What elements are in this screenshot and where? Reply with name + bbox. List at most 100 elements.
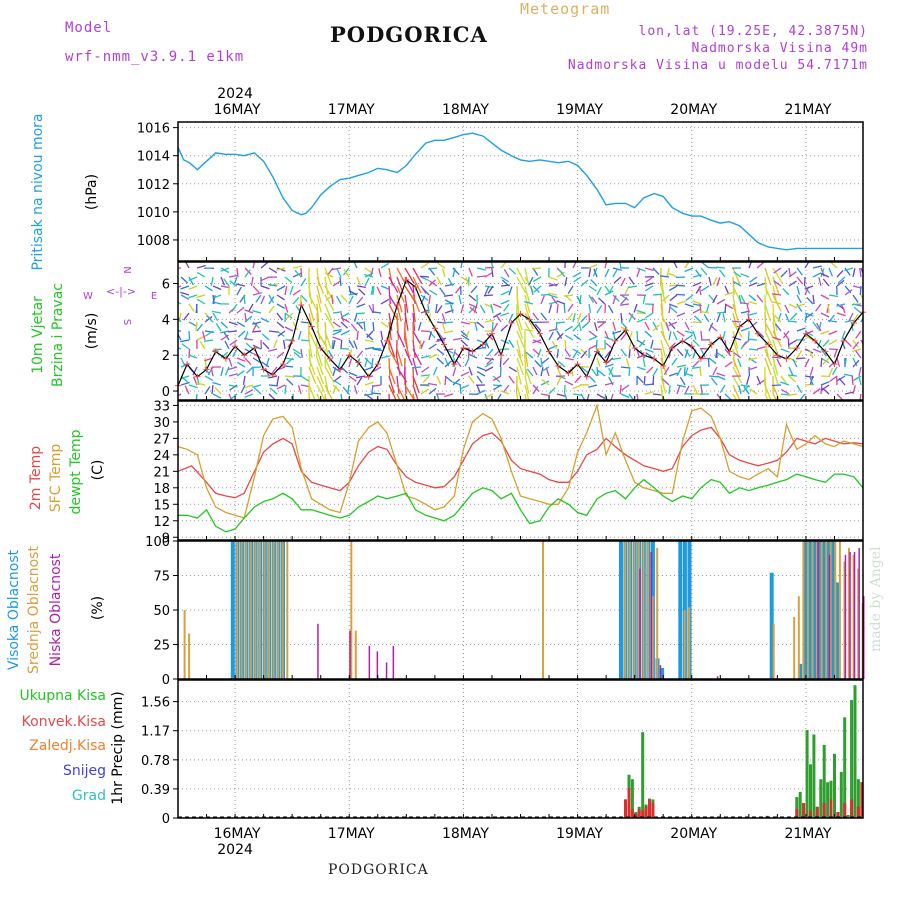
wind-barb <box>260 317 270 323</box>
wind-barb <box>420 388 429 395</box>
cloud-low-bar <box>844 554 847 679</box>
wind-barb <box>572 271 582 278</box>
wind-barb <box>780 388 790 395</box>
wind-barb <box>532 366 538 376</box>
cloud-mid-bar <box>183 610 186 679</box>
wind-barb <box>764 285 773 303</box>
precip-total-bar <box>826 782 830 818</box>
wind-barb <box>684 349 689 359</box>
pressure-side-label: Pritisak na nivou mora <box>30 113 46 270</box>
wind-barb <box>366 330 374 338</box>
wind-barb <box>227 330 238 333</box>
wind-barb <box>676 384 686 388</box>
wind-arrows <box>178 262 863 400</box>
wind-barb <box>294 269 302 278</box>
cloud-low-bar <box>817 541 819 679</box>
wind-barb <box>620 312 623 323</box>
wind-barb <box>668 321 678 327</box>
wind-barb <box>581 321 590 329</box>
wind-barb <box>788 375 797 383</box>
cloud-mid-bar <box>683 610 686 679</box>
precip-total-bar <box>833 753 836 818</box>
wind-barb <box>820 268 825 278</box>
wind-barb <box>645 312 654 319</box>
y-tick-label: 6 <box>162 278 170 293</box>
wind-barb <box>737 358 742 368</box>
wind-barb <box>380 339 385 349</box>
wind-barb <box>756 294 764 303</box>
wind-barb <box>253 387 262 395</box>
wind-barb <box>196 294 206 299</box>
precip-conv-bar <box>795 809 799 818</box>
wind-barb <box>460 384 470 390</box>
wind-barb <box>732 285 742 303</box>
wind-barb <box>695 269 702 278</box>
wind-barb <box>604 363 614 368</box>
wind-barb <box>567 303 574 312</box>
wind-barb <box>588 375 596 383</box>
wind-barb <box>476 321 485 329</box>
wind-barb <box>285 357 294 365</box>
wind-barb <box>476 389 486 395</box>
wind-barb <box>332 336 342 341</box>
wind-barb <box>308 330 318 348</box>
y-tick-label: 33 <box>153 399 170 414</box>
wind-barb <box>564 348 571 357</box>
wind-barb <box>567 285 574 294</box>
wind-barb <box>212 348 222 352</box>
wind-barb <box>772 276 780 295</box>
wind-barb <box>461 334 470 341</box>
wind-barb <box>212 294 222 299</box>
wind-barb <box>364 357 372 365</box>
wind-barb <box>628 393 635 400</box>
wind-barb <box>428 331 433 341</box>
wind-barb <box>859 285 862 296</box>
cloud-mid-bar <box>258 541 261 679</box>
wind-barb <box>220 276 226 286</box>
wind-barb <box>268 393 276 400</box>
wind-barb <box>444 393 454 398</box>
precip-total-bar <box>822 744 826 818</box>
wind-barb <box>524 300 534 305</box>
wind-barb <box>841 304 846 314</box>
wind-barb <box>188 285 198 291</box>
wind-barb <box>268 267 278 274</box>
wind-barb <box>348 292 359 296</box>
wind-barb <box>573 334 582 341</box>
wind-barb <box>178 333 182 341</box>
wind-barb <box>540 393 550 397</box>
wind-barb <box>508 339 515 348</box>
wind-barb <box>833 348 838 358</box>
wind-barb <box>340 294 348 303</box>
wind-barb <box>284 286 288 296</box>
wind-barb <box>297 385 302 395</box>
wind-barb <box>742 339 750 347</box>
wind-barb <box>676 300 686 305</box>
wind-barb <box>548 276 558 281</box>
wind-barb <box>693 315 702 323</box>
wind-barb <box>593 322 598 332</box>
wind-barb <box>308 294 319 312</box>
wind-barb <box>732 330 739 349</box>
wind-barb <box>244 393 254 398</box>
wind-barb <box>732 267 741 285</box>
wind-barb <box>484 286 490 296</box>
cloud-low-bar <box>392 645 395 679</box>
wind-barb <box>540 357 543 367</box>
wind-barb <box>828 330 838 336</box>
wind-barb <box>494 348 502 356</box>
wind-barb <box>204 285 213 292</box>
wind-barb <box>348 371 358 377</box>
wind-barb <box>388 348 399 366</box>
wind-barb <box>356 331 359 341</box>
wind-barb <box>611 357 622 361</box>
wind-barb <box>184 385 190 395</box>
wind-barb <box>718 269 726 278</box>
precip-total-bar <box>641 732 645 818</box>
wind-barb <box>236 361 246 368</box>
wind-barb <box>350 323 358 332</box>
wind-barb <box>356 375 366 379</box>
wind-barb <box>586 393 590 400</box>
wind-barb <box>178 285 182 288</box>
wind-barb <box>532 339 542 344</box>
